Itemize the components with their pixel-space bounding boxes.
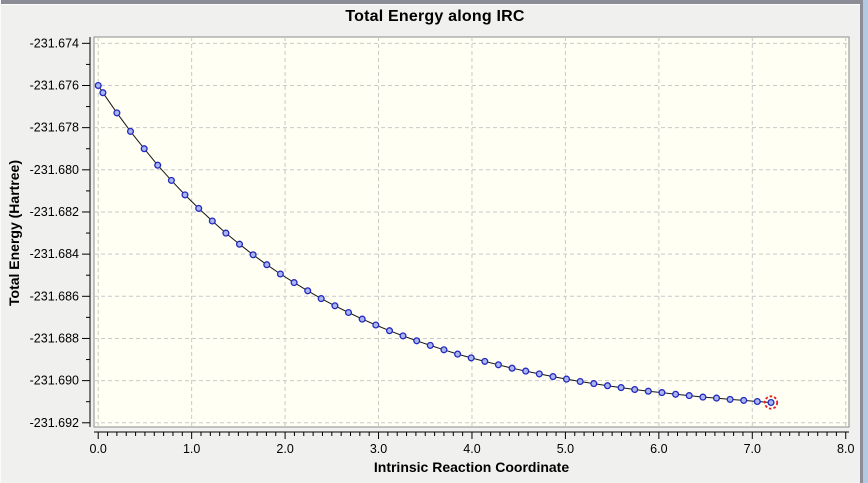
data-point-marker[interactable] (508, 364, 516, 372)
data-point-marker[interactable] (590, 380, 598, 388)
data-point-marker[interactable] (603, 382, 612, 390)
data-point-marker[interactable] (576, 377, 584, 386)
data-point-marker[interactable] (467, 354, 475, 362)
data-point-marker[interactable] (685, 392, 693, 400)
data-point-marker[interactable] (94, 81, 102, 90)
data-point-marker[interactable] (140, 145, 148, 153)
y-tick-label: -231.692 (30, 416, 79, 430)
data-point-marker[interactable] (208, 217, 216, 225)
data-point-marker[interactable] (617, 384, 625, 392)
y-tick-label: -231.688 (30, 331, 79, 345)
data-point-marker[interactable] (276, 270, 284, 278)
data-point-marker[interactable] (454, 350, 462, 358)
selected-point-ring (763, 395, 779, 410)
data-point-marker[interactable] (331, 302, 339, 310)
data-point-marker[interactable] (440, 346, 448, 354)
data-point-marker[interactable] (99, 89, 107, 97)
data-point-marker[interactable] (535, 370, 543, 378)
x-tick-label: 3.0 (370, 442, 387, 456)
x-tick-label: 2.0 (276, 442, 293, 456)
window-right-border (860, 0, 863, 483)
x-tick-label: 6.0 (650, 442, 667, 456)
y-tick-label: -231.690 (30, 374, 79, 388)
data-point-marker[interactable] (413, 337, 421, 345)
x-tick-label: 4.0 (463, 442, 480, 456)
y-tick-label: -231.682 (30, 205, 79, 219)
data-point-marker[interactable] (562, 375, 571, 383)
y-tick-label: -231.686 (30, 289, 79, 303)
x-tick-label: 5.0 (557, 442, 574, 456)
data-point-marker[interactable] (113, 109, 121, 117)
data-point-marker[interactable] (181, 191, 189, 199)
data-point-marker[interactable] (372, 321, 380, 329)
data-point-marker[interactable] (726, 395, 734, 403)
window-right-strip (863, 0, 868, 483)
data-point-marker[interactable] (494, 361, 502, 369)
data-point-marker[interactable] (644, 387, 652, 395)
y-tick-label: -231.684 (30, 247, 79, 261)
y-tick-label: -231.674 (30, 36, 79, 50)
data-point-marker[interactable] (195, 204, 203, 212)
data-point-marker[interactable] (167, 176, 175, 184)
y-axis-title: Total Energy (Hartree) (6, 160, 22, 306)
data-point-marker[interactable] (290, 279, 298, 287)
data-point-marker[interactable] (344, 308, 353, 317)
data-point-marker[interactable] (672, 390, 680, 398)
data-point-marker[interactable] (426, 341, 434, 349)
data-point-marker[interactable] (712, 394, 721, 402)
data-point-marker[interactable] (753, 397, 761, 406)
data-point-marker[interactable] (767, 398, 775, 407)
x-tick-label: 8.0 (837, 442, 854, 456)
data-point-marker[interactable] (263, 261, 271, 269)
y-tick-label: -231.678 (30, 121, 79, 135)
data-point-marker[interactable] (222, 229, 230, 237)
data-point-marker[interactable] (385, 327, 394, 335)
data-point-marker[interactable] (631, 385, 639, 394)
data-point-marker[interactable] (740, 396, 748, 404)
data-point-marker[interactable] (304, 287, 312, 295)
data-point-marker[interactable] (317, 295, 325, 303)
data-point-marker[interactable] (658, 389, 666, 397)
data-point-marker[interactable] (549, 373, 557, 381)
x-tick-label: 1.0 (183, 442, 200, 456)
data-point-marker[interactable] (481, 357, 489, 365)
window-top-edge (1, 0, 868, 5)
x-tick-label: 7.0 (744, 442, 761, 456)
data-point-marker[interactable] (235, 240, 244, 248)
data-point-marker[interactable] (699, 393, 707, 401)
y-tick-label: -231.680 (30, 163, 79, 177)
x-tick-label: 0.0 (90, 442, 107, 456)
x-axis-title: Intrinsic Reaction Coordinate (373, 459, 570, 475)
y-tick-label: -231.676 (30, 78, 79, 92)
data-point-marker[interactable] (154, 161, 162, 169)
data-point-marker[interactable] (358, 315, 366, 323)
data-point-marker[interactable] (249, 251, 257, 259)
data-point-marker[interactable] (399, 332, 407, 340)
chart-title: Total Energy along IRC (345, 8, 525, 25)
data-point-marker[interactable] (126, 127, 135, 135)
data-point-marker[interactable] (522, 367, 530, 375)
